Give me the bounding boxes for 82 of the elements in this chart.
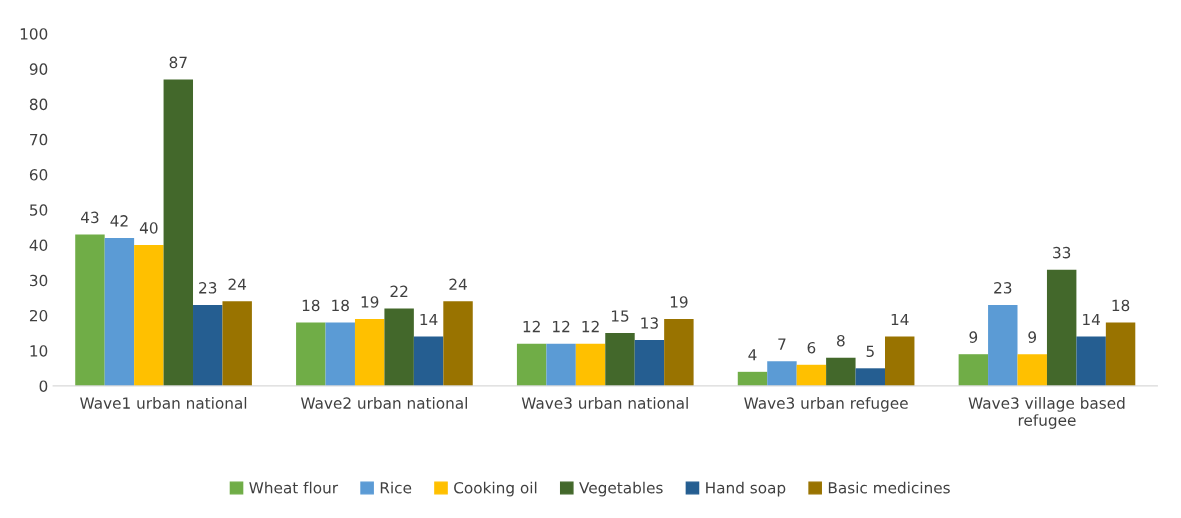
data-label: 18	[302, 299, 320, 312]
bar	[134, 245, 164, 386]
bar	[796, 364, 827, 386]
data-label: 15	[611, 310, 629, 322]
data-label: 14	[1083, 313, 1100, 326]
bar	[988, 304, 1018, 386]
data-label: 12	[582, 320, 599, 333]
bar	[605, 333, 635, 386]
data-label: 43	[80, 211, 99, 224]
bar	[104, 237, 135, 386]
data-label: 19	[670, 296, 688, 308]
bar	[855, 368, 885, 386]
bar	[767, 361, 797, 386]
x-tick-label: Wave3 urban refugee	[744, 397, 908, 412]
x-tick-label: Wave3 village based refugee	[968, 397, 1125, 429]
y-tick-label: 10	[30, 345, 48, 357]
data-label: 12	[523, 320, 540, 333]
y-tick-label: 100	[20, 28, 48, 40]
y-tick-label: 80	[29, 98, 48, 111]
bar	[443, 301, 473, 386]
data-label: 4	[748, 349, 757, 361]
data-label: 18	[332, 299, 349, 312]
data-label: 24	[228, 278, 247, 290]
bar	[885, 336, 915, 386]
y-tick-label: 0	[39, 380, 48, 392]
bar	[75, 234, 105, 386]
data-label: 18	[1112, 299, 1130, 312]
data-label: 87	[169, 56, 187, 69]
legend-label: Hand soap	[706, 481, 786, 497]
bar	[546, 343, 576, 386]
bar	[1046, 269, 1077, 386]
data-label: 23	[994, 282, 1012, 294]
bar	[737, 371, 768, 386]
bar	[193, 304, 223, 386]
legend-label: Cooking oil	[454, 481, 537, 497]
data-label: 5	[866, 345, 874, 357]
bar	[222, 301, 252, 386]
bar	[163, 79, 194, 386]
data-label: 14	[891, 313, 909, 326]
bar	[1076, 336, 1106, 386]
data-label: 8	[837, 334, 845, 347]
data-label: 19	[361, 296, 379, 308]
data-label: 13	[641, 317, 658, 329]
data-label: 33	[1053, 246, 1071, 259]
data-label: 42	[110, 215, 128, 227]
data-label: 9	[1028, 331, 1037, 343]
y-tick-label: 70	[30, 133, 48, 146]
legend-label: Wheat flour	[249, 481, 339, 494]
data-label: 9	[969, 331, 978, 343]
data-label: 14	[420, 313, 438, 326]
data-label: 22	[390, 285, 408, 297]
legend-label: Vegetables	[579, 481, 663, 497]
bar	[664, 318, 694, 386]
bar	[634, 340, 665, 386]
x-tick-label: Wave2 urban national	[300, 397, 467, 409]
x-tick-label: Wave1 urban national	[80, 397, 247, 409]
data-label: 24	[449, 278, 467, 290]
x-tick-label: Wave3 urban national	[521, 397, 688, 409]
bar	[1105, 322, 1136, 386]
bar	[325, 322, 355, 386]
bar	[826, 357, 856, 386]
bar	[516, 343, 547, 386]
y-tick-label: 90	[29, 63, 48, 75]
y-tick-label: 40	[29, 239, 48, 252]
bar	[384, 308, 414, 386]
y-tick-label: 30	[30, 274, 48, 287]
data-label: 12	[553, 320, 570, 333]
bar	[1017, 354, 1047, 386]
bar	[354, 318, 385, 386]
bar	[296, 322, 326, 386]
legend-label: Basic medicines	[828, 481, 950, 494]
y-tick-label: 20	[29, 309, 48, 322]
bar	[575, 343, 606, 386]
data-label: 7	[778, 338, 786, 350]
data-label: 23	[199, 282, 217, 294]
legend-label: Rice	[380, 481, 412, 494]
y-tick-label: 50	[30, 204, 48, 216]
bar	[413, 336, 444, 386]
bar	[958, 354, 989, 386]
y-tick-label: 60	[29, 169, 48, 181]
data-label: 40	[139, 222, 158, 234]
data-label: 6	[807, 341, 816, 354]
